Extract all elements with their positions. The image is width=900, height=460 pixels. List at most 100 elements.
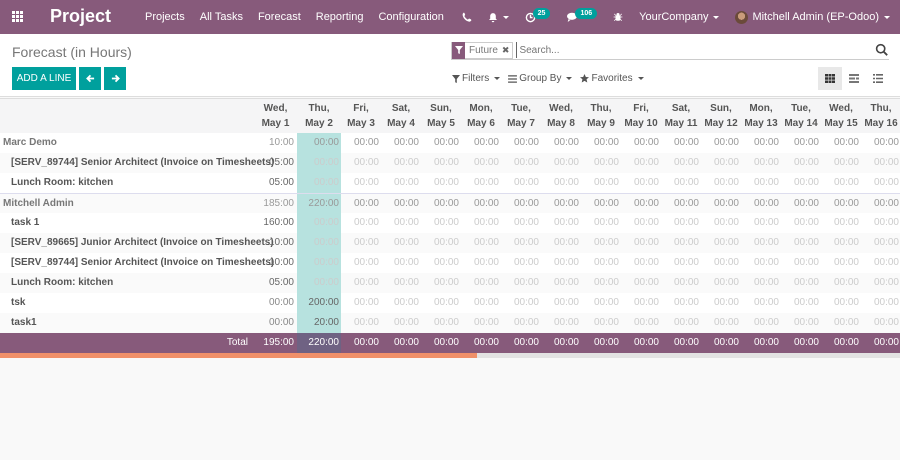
- grid-cell-input[interactable]: 00:00: [673, 177, 699, 188]
- grid-cell-input[interactable]: 00:00: [433, 217, 459, 228]
- search-facet-future[interactable]: Future ✖: [451, 41, 514, 59]
- grid-cell-input[interactable]: 00:00: [753, 157, 779, 168]
- grid-cell-input[interactable]: 00:00: [713, 257, 739, 268]
- grid-cell-input[interactable]: 00:00: [393, 157, 419, 168]
- grid-cell-input[interactable]: 00:00: [713, 177, 739, 188]
- grid-cell-input[interactable]: 00:00: [553, 217, 579, 228]
- grid-cell-input[interactable]: 00:00: [633, 237, 659, 248]
- grid-cell-input[interactable]: 00:00: [513, 217, 539, 228]
- filters-dropdown[interactable]: Filters: [452, 73, 501, 84]
- grid-cell-input[interactable]: 00:00: [268, 297, 294, 308]
- user-menu[interactable]: Mitchell Admin (EP-Odoo): [735, 10, 890, 24]
- grid-cell-input[interactable]: 10:00: [268, 257, 294, 268]
- grid-cell-input[interactable]: 00:00: [793, 317, 819, 328]
- menu-forecast[interactable]: Forecast: [257, 11, 301, 23]
- grid-cell-input[interactable]: 00:00: [513, 237, 539, 248]
- grid-cell-input[interactable]: 00:00: [593, 237, 619, 248]
- grid-cell-input[interactable]: 00:00: [433, 177, 459, 188]
- grid-cell-input[interactable]: 00:00: [553, 277, 579, 288]
- apps-grid-icon[interactable]: [12, 11, 24, 22]
- grid-cell-input[interactable]: 200:00: [308, 297, 339, 308]
- grid-cell-input[interactable]: 00:00: [473, 317, 499, 328]
- notifications-bell-icon[interactable]: [488, 12, 509, 23]
- grid-cell-input[interactable]: 00:00: [313, 237, 339, 248]
- grid-cell-input[interactable]: 00:00: [473, 297, 499, 308]
- grid-cell-input[interactable]: 00:00: [793, 297, 819, 308]
- grid-cell-input[interactable]: 00:00: [833, 277, 859, 288]
- grid-cell-input[interactable]: 00:00: [873, 177, 899, 188]
- grid-cell-input[interactable]: 00:00: [753, 257, 779, 268]
- grid-cell-input[interactable]: 00:00: [753, 297, 779, 308]
- grid-cell-input[interactable]: 00:00: [353, 297, 379, 308]
- grid-cell-input[interactable]: 00:00: [353, 217, 379, 228]
- grid-cell-input[interactable]: 00:00: [353, 317, 379, 328]
- grid-cell-input[interactable]: 00:00: [433, 317, 459, 328]
- grid-cell-input[interactable]: 00:00: [553, 237, 579, 248]
- grid-cell-input[interactable]: 00:00: [753, 277, 779, 288]
- messages-chat-icon[interactable]: 106: [566, 8, 598, 22]
- grid-cell-input[interactable]: 00:00: [513, 157, 539, 168]
- grid-cell-input[interactable]: 00:00: [393, 257, 419, 268]
- grid-cell-input[interactable]: 05:00: [268, 177, 294, 188]
- grid-cell-input[interactable]: 00:00: [553, 297, 579, 308]
- grid-cell-input[interactable]: 00:00: [753, 237, 779, 248]
- grid-cell-input[interactable]: 00:00: [833, 157, 859, 168]
- grid-cell-input[interactable]: 00:00: [393, 217, 419, 228]
- grid-cell-input[interactable]: 00:00: [713, 297, 739, 308]
- grid-cell-input[interactable]: 00:00: [833, 317, 859, 328]
- bug-debug-icon[interactable]: [613, 12, 623, 22]
- grid-cell-input[interactable]: 00:00: [713, 157, 739, 168]
- grid-cell-input[interactable]: 05:00: [268, 277, 294, 288]
- grid-cell-input[interactable]: 00:00: [633, 257, 659, 268]
- grid-cell-input[interactable]: 00:00: [313, 257, 339, 268]
- grid-cell-input[interactable]: 00:00: [673, 297, 699, 308]
- grid-cell-input[interactable]: 00:00: [353, 237, 379, 248]
- menu-all-tasks[interactable]: All Tasks: [199, 11, 243, 23]
- grid-cell-input[interactable]: 00:00: [873, 217, 899, 228]
- grid-cell-input[interactable]: 00:00: [713, 277, 739, 288]
- grid-cell-input[interactable]: 00:00: [833, 237, 859, 248]
- grid-cell-input[interactable]: 00:00: [353, 257, 379, 268]
- grid-cell-input[interactable]: 00:00: [593, 217, 619, 228]
- grid-cell-input[interactable]: 00:00: [793, 237, 819, 248]
- grid-cell-input[interactable]: 00:00: [673, 317, 699, 328]
- grid-cell-input[interactable]: 00:00: [433, 297, 459, 308]
- grid-cell-input[interactable]: 00:00: [313, 177, 339, 188]
- phone-icon[interactable]: [462, 12, 472, 22]
- grid-cell-input[interactable]: 00:00: [433, 157, 459, 168]
- grid-cell-input[interactable]: 00:00: [713, 317, 739, 328]
- grid-cell-input[interactable]: 00:00: [593, 177, 619, 188]
- menu-projects[interactable]: Projects: [145, 11, 185, 23]
- grid-cell-input[interactable]: 00:00: [833, 177, 859, 188]
- grid-cell-input[interactable]: 00:00: [553, 257, 579, 268]
- grid-cell-input[interactable]: 00:00: [593, 277, 619, 288]
- grid-cell-input[interactable]: 00:00: [393, 277, 419, 288]
- grid-cell-input[interactable]: 00:00: [633, 217, 659, 228]
- grid-cell-input[interactable]: 00:00: [513, 317, 539, 328]
- menu-configuration[interactable]: Configuration: [378, 11, 444, 23]
- grid-cell-input[interactable]: 00:00: [473, 217, 499, 228]
- grid-cell-input[interactable]: 00:00: [633, 297, 659, 308]
- grid-cell-input[interactable]: 00:00: [793, 277, 819, 288]
- grid-cell-input[interactable]: 00:00: [433, 237, 459, 248]
- grid-cell-input[interactable]: 00:00: [633, 277, 659, 288]
- grid-cell-input[interactable]: 00:00: [673, 257, 699, 268]
- grid-cell-input[interactable]: 00:00: [873, 257, 899, 268]
- scrollbar-thumb[interactable]: [0, 351, 477, 358]
- grid-cell-input[interactable]: 00:00: [353, 177, 379, 188]
- search-input[interactable]: [516, 42, 889, 58]
- grid-cell-input[interactable]: 00:00: [353, 157, 379, 168]
- grid-cell-input[interactable]: 00:00: [873, 157, 899, 168]
- grid-cell-input[interactable]: 00:00: [268, 317, 294, 328]
- activity-clock-icon[interactable]: 25: [525, 8, 551, 23]
- grid-cell-input[interactable]: 00:00: [593, 317, 619, 328]
- grid-cell-input[interactable]: 00:00: [553, 177, 579, 188]
- grid-cell-input[interactable]: 00:00: [713, 217, 739, 228]
- add-line-button[interactable]: ADD A LINE: [12, 67, 76, 90]
- grid-cell-input[interactable]: 00:00: [673, 157, 699, 168]
- grid-cell-input[interactable]: 00:00: [753, 217, 779, 228]
- search-icon[interactable]: [875, 43, 889, 57]
- grid-cell-input[interactable]: 00:00: [513, 257, 539, 268]
- grid-cell-input[interactable]: 00:00: [393, 317, 419, 328]
- horizontal-scrollbar[interactable]: [0, 351, 900, 358]
